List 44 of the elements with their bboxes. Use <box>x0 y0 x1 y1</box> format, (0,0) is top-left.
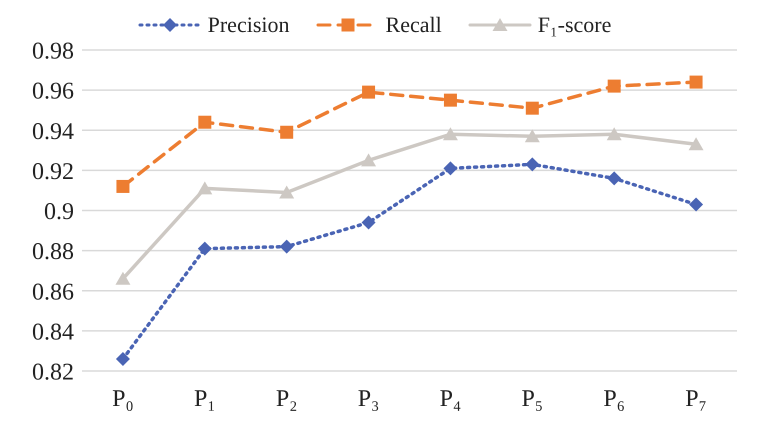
x-tick-label: P₀ <box>112 386 134 412</box>
point <box>443 161 458 176</box>
point <box>116 352 130 366</box>
point <box>444 94 457 107</box>
point <box>362 216 376 230</box>
point <box>361 153 376 166</box>
x-tick-label: P₆ <box>603 386 626 412</box>
y-tick-label: 0.88 <box>32 239 74 266</box>
point <box>280 240 294 254</box>
x-tick-label: P₅ <box>521 386 544 412</box>
legend-label: Precision <box>208 12 290 38</box>
y-tick-label: 0.96 <box>32 78 74 105</box>
y-tick-label: 0.82 <box>32 360 74 386</box>
point <box>198 242 212 256</box>
point <box>524 129 540 142</box>
y-tick-label: 0.92 <box>32 158 74 185</box>
y-tick-label: 0.86 <box>32 279 74 306</box>
point <box>525 157 540 172</box>
point <box>690 76 703 89</box>
x-tick-label: P₁ <box>194 386 216 412</box>
y-tick-label: 0.94 <box>32 118 74 145</box>
point <box>279 185 294 198</box>
x-tick-label: P₄ <box>440 386 462 412</box>
y-tick-label: 0.9 <box>44 199 74 226</box>
point <box>608 80 621 93</box>
point <box>689 197 704 212</box>
point <box>115 272 130 285</box>
point <box>116 180 130 193</box>
point <box>526 102 539 115</box>
point <box>280 126 294 139</box>
legend-label: Recall <box>386 12 442 38</box>
y-tick-label: 0.84 <box>32 319 74 346</box>
point <box>606 127 622 140</box>
y-tick-label: 0.98 <box>32 38 74 65</box>
point <box>607 171 622 186</box>
x-tick-label: P₇ <box>685 386 707 412</box>
x-tick-label: P₂ <box>276 386 298 412</box>
point <box>362 86 376 99</box>
x-tick-label: P₃ <box>358 386 380 412</box>
point <box>688 137 704 150</box>
legend-label: F₁-score <box>538 12 612 38</box>
point <box>197 181 212 194</box>
point <box>442 127 458 140</box>
point <box>198 116 212 129</box>
